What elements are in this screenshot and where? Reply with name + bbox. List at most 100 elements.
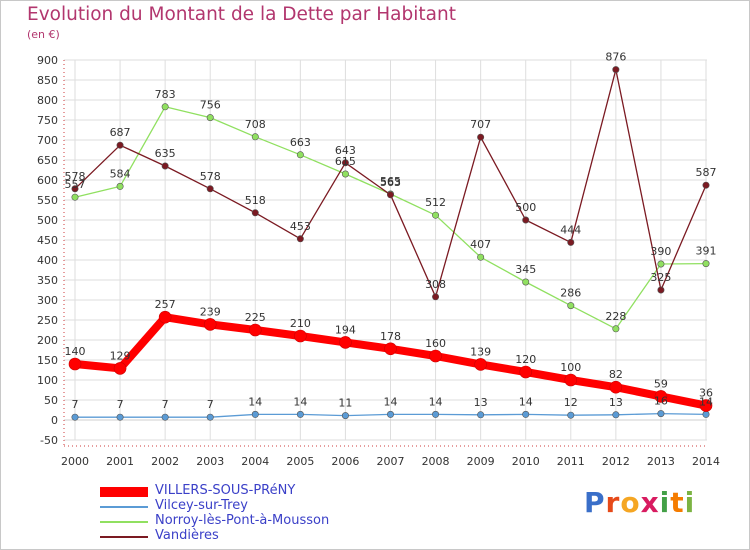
data-label: 615 [335, 155, 356, 168]
y-tick-label: 850 [37, 74, 58, 87]
y-tick-label: 350 [37, 274, 58, 287]
data-point [657, 286, 665, 294]
y-tick-label: 800 [37, 94, 58, 107]
logo-letter: t [670, 486, 685, 519]
data-point [386, 191, 394, 199]
y-tick-label: 200 [37, 334, 58, 347]
logo-letter: r [605, 486, 621, 519]
data-label: 100 [560, 361, 581, 374]
data-label: 59 [654, 377, 668, 390]
logo-letter: o [620, 486, 641, 519]
data-point [522, 278, 530, 286]
x-tick-label: 2006 [331, 455, 359, 468]
x-tick-label: 2008 [422, 455, 450, 468]
x-tick-label: 2009 [467, 455, 495, 468]
data-point [251, 410, 259, 418]
data-label: 500 [515, 201, 536, 214]
data-label: 783 [155, 88, 176, 101]
x-tick-label: 2002 [151, 455, 179, 468]
data-label: 16 [654, 395, 668, 408]
data-label: 407 [470, 238, 491, 251]
data-point [567, 411, 575, 419]
data-label: 345 [515, 263, 536, 276]
x-tick-label: 2007 [377, 455, 405, 468]
data-point [203, 318, 217, 331]
data-label: 876 [605, 51, 626, 64]
data-point [116, 141, 124, 149]
data-label: 14 [519, 395, 533, 408]
data-label: 7 [72, 398, 79, 411]
legend-label: Norroy-lès-Pont-à-Mousson [155, 513, 330, 528]
data-point [341, 412, 349, 420]
data-label: 120 [515, 353, 536, 366]
data-point [161, 103, 169, 111]
data-point [339, 336, 352, 349]
data-point [386, 410, 394, 418]
data-point [477, 133, 485, 141]
data-point [522, 410, 530, 418]
y-tick-label: 700 [37, 134, 58, 147]
data-point [474, 358, 487, 371]
data-point [702, 181, 710, 189]
data-label: 578 [65, 170, 86, 183]
data-label: 7 [117, 398, 124, 411]
data-point [699, 399, 713, 412]
data-point [477, 253, 485, 261]
legend-swatch [100, 487, 148, 497]
data-label: 14 [699, 395, 713, 408]
data-point [251, 209, 259, 217]
x-tick-label: 2000 [61, 455, 89, 468]
data-point [702, 260, 710, 268]
data-point [206, 413, 214, 421]
y-tick-label: 550 [37, 194, 58, 207]
legend-item: VILLERS-SOUS-PRéNY [100, 483, 430, 499]
data-label: 178 [380, 330, 401, 343]
chart-title: Evolution du Montant de la Dette par Hab… [27, 4, 456, 25]
data-point [158, 310, 172, 324]
legend-item: Vilcey-sur-Trey [100, 498, 430, 514]
data-label: 453 [290, 220, 311, 233]
y-tick-label: 100 [37, 374, 58, 387]
data-point [341, 159, 349, 167]
data-label: 390 [650, 245, 671, 258]
data-label: 14 [384, 395, 398, 408]
logo-letter: x [640, 486, 660, 519]
x-tick-label: 2001 [106, 455, 134, 468]
data-point [113, 362, 127, 375]
x-tick-label: 2004 [241, 455, 269, 468]
data-point [657, 410, 665, 418]
data-point [161, 413, 169, 421]
legend-item: Vandières [100, 528, 430, 544]
x-tick-label: 2003 [196, 455, 224, 468]
data-label: 707 [470, 118, 491, 131]
data-label: 210 [290, 317, 311, 330]
data-label: 7 [207, 398, 214, 411]
y-tick-label: 650 [37, 154, 58, 167]
data-point [567, 238, 575, 246]
data-point [429, 349, 442, 363]
data-label: 194 [335, 323, 356, 336]
data-label: 635 [155, 147, 176, 160]
data-point [71, 413, 79, 421]
data-label: 13 [609, 396, 623, 409]
y-tick-label: 300 [37, 294, 58, 307]
legend-swatch [100, 506, 148, 508]
data-label: 14 [248, 395, 262, 408]
data-point [564, 373, 578, 387]
data-point [522, 216, 530, 224]
x-tick-label: 2012 [602, 455, 630, 468]
data-label: 14 [429, 395, 443, 408]
data-point [432, 211, 440, 219]
legend-swatch [100, 536, 148, 538]
data-point [71, 185, 79, 193]
data-point [296, 410, 304, 418]
chart-unit: (en €) [27, 28, 60, 41]
logo-letter: i [684, 486, 696, 519]
data-label: 11 [338, 397, 352, 410]
data-point [612, 325, 620, 333]
data-label: 82 [609, 368, 623, 381]
data-label: 663 [290, 136, 311, 149]
data-point [657, 260, 665, 268]
x-tick-label: 2005 [286, 455, 314, 468]
data-label: 160 [425, 337, 446, 350]
